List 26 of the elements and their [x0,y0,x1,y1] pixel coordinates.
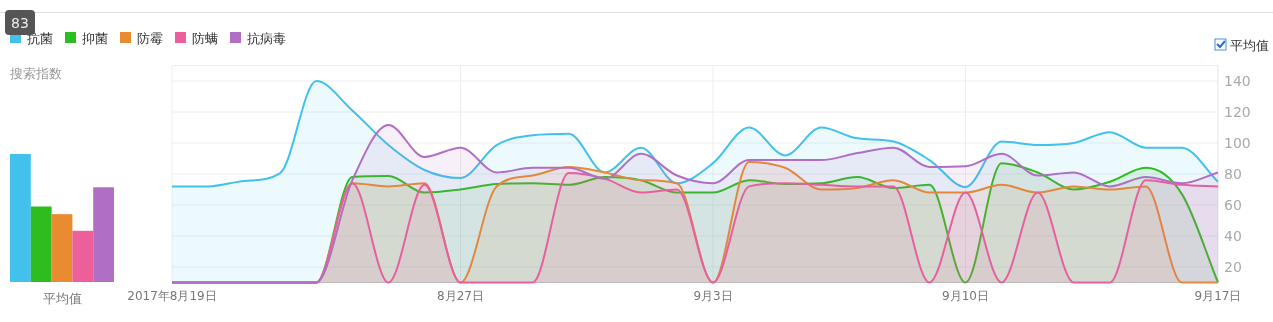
bar [10,154,31,282]
y-tick-label: 100 [1224,135,1251,151]
y-tick-label: 120 [1224,104,1251,120]
legend-label: 抗菌 [27,31,53,46]
bar [51,214,73,282]
y-tick-label: 40 [1224,228,1242,244]
bar [30,206,52,282]
x-tick-label: 9月10日 [942,289,989,303]
y-tick-label: 80 [1224,166,1242,182]
y-tick-label: 20 [1224,259,1242,275]
legend-label: 防螨 [192,31,218,46]
legend-label: 抗病毒 [247,31,286,46]
legend-label: 抑菌 [82,31,108,46]
y-tick-label: 140 [1224,73,1251,89]
text: 83 [11,15,29,31]
x-tick-label: 2017年8月19日 [127,289,217,303]
x-tick-label: 9月3日 [693,289,733,303]
x-tick-label: 8月27日 [437,289,484,303]
bar [93,187,114,282]
y-axis-title: 搜索指数 [10,66,62,81]
text: 平均值 [1230,38,1269,53]
legend-label: 防霉 [137,31,163,46]
x-axis-title: 平均值 [42,291,82,306]
x-tick-label: 9月17日 [1194,289,1242,303]
bar [72,230,94,282]
y-tick-label: 60 [1224,197,1242,213]
